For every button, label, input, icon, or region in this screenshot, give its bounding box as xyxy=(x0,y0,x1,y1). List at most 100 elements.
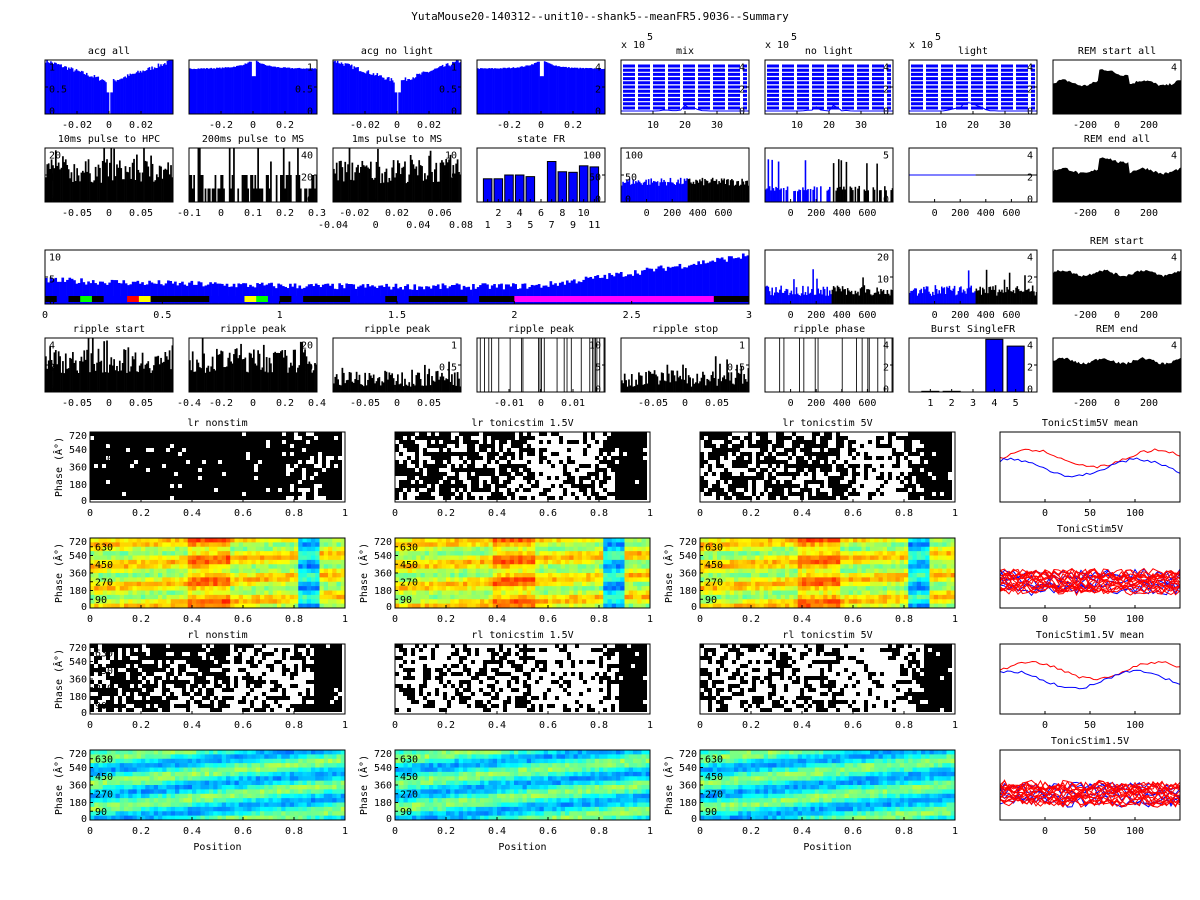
spike-dot xyxy=(603,496,607,500)
spike-dot xyxy=(451,452,455,456)
subplot-21 xyxy=(188,337,318,393)
spike-dot xyxy=(800,460,804,464)
spike-dot xyxy=(318,468,322,472)
heat-cell xyxy=(111,564,116,570)
spike-dot xyxy=(868,464,872,468)
spike-dot xyxy=(828,432,832,436)
heat-cell xyxy=(124,542,129,548)
heat-cell xyxy=(119,581,125,587)
spike-dot xyxy=(415,488,419,492)
spike-dot xyxy=(90,468,94,472)
spike-dot xyxy=(122,436,126,440)
heat-cell xyxy=(111,603,116,609)
heat-cell xyxy=(128,594,133,600)
bar xyxy=(795,287,798,304)
bar xyxy=(678,263,682,304)
bar xyxy=(421,166,423,202)
bar xyxy=(91,280,95,304)
spike-dot xyxy=(258,452,262,456)
spike-dot xyxy=(812,460,816,464)
spike-dot xyxy=(210,464,214,468)
bar xyxy=(880,289,882,304)
spike-dot xyxy=(306,472,310,476)
spike-dot xyxy=(623,476,627,480)
bar xyxy=(507,284,510,304)
y-tick-label: 2 xyxy=(1171,173,1177,184)
bar xyxy=(542,285,546,304)
spike-dot xyxy=(443,436,447,440)
spike-dot xyxy=(788,492,792,496)
bar xyxy=(341,367,344,392)
bar xyxy=(402,386,405,392)
bar xyxy=(680,379,683,392)
spike-dot xyxy=(748,456,752,460)
bar xyxy=(420,74,422,114)
bar xyxy=(1022,291,1025,304)
bar xyxy=(641,270,644,304)
bar xyxy=(354,379,357,392)
heat-cell xyxy=(162,590,167,596)
bar xyxy=(572,67,575,114)
spike-dot xyxy=(940,496,944,500)
spike-dot xyxy=(479,456,483,460)
spike-dot xyxy=(836,432,840,436)
y-tick-label: 0 xyxy=(49,107,55,118)
heat-cell xyxy=(102,546,108,552)
spike-dot xyxy=(102,468,106,472)
x-tick-label: 0.2 xyxy=(132,508,150,519)
spike-dot xyxy=(174,464,178,468)
bar xyxy=(225,67,228,114)
bar xyxy=(992,286,994,304)
spike-dot xyxy=(439,476,443,480)
bar xyxy=(414,385,416,392)
spike-dot xyxy=(543,448,547,452)
x-tick-label: 3 xyxy=(970,398,976,409)
spike-dot xyxy=(210,444,214,448)
spike-dot xyxy=(194,432,198,436)
spike-dot xyxy=(756,432,760,436)
spike-dot xyxy=(447,460,451,464)
spike-dot xyxy=(467,456,471,460)
heat-cell xyxy=(187,564,193,570)
bar xyxy=(767,286,770,304)
bar xyxy=(610,274,614,304)
bar xyxy=(137,372,140,392)
bar xyxy=(249,284,252,304)
heat-cell xyxy=(162,573,167,578)
spike-dot xyxy=(720,492,724,496)
bar xyxy=(885,190,887,202)
bar xyxy=(100,80,102,114)
bar xyxy=(809,188,812,202)
bar xyxy=(640,375,643,392)
heat-cell xyxy=(128,568,133,574)
spike-dot xyxy=(920,492,924,496)
heat-cell xyxy=(192,546,197,552)
bar xyxy=(57,162,60,202)
spike-dot xyxy=(142,456,146,460)
bar xyxy=(48,63,51,114)
spike-dot xyxy=(752,444,756,448)
bar xyxy=(80,356,83,392)
bar xyxy=(877,338,879,392)
spike-dot xyxy=(226,488,230,492)
spike-dot xyxy=(411,432,415,436)
bar xyxy=(800,293,803,304)
spike-dot xyxy=(776,432,780,436)
spike-dot xyxy=(298,448,302,452)
spike-dot xyxy=(491,476,495,480)
spike-dot xyxy=(122,444,126,448)
spike-dot xyxy=(214,432,218,436)
bar xyxy=(790,290,793,304)
spike-dot xyxy=(250,436,254,440)
state-band xyxy=(150,296,163,302)
spike-dot xyxy=(712,444,716,448)
bar xyxy=(486,68,489,114)
spike-dot xyxy=(908,460,912,464)
spike-dot xyxy=(784,452,788,456)
spike-dot xyxy=(712,436,716,440)
y-tick-label: 0 xyxy=(883,297,889,308)
bar xyxy=(956,294,958,304)
spike-dot xyxy=(812,464,816,468)
spike-dot xyxy=(210,448,214,452)
spike-dot xyxy=(627,464,631,468)
